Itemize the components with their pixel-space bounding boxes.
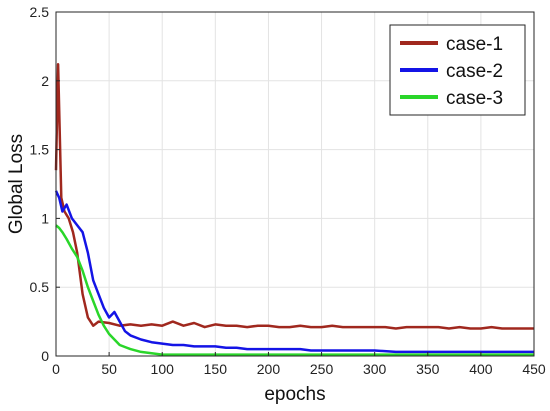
legend-label-case-1: case-1 xyxy=(446,34,503,55)
x-tick-label: 200 xyxy=(257,361,281,377)
x-tick-label: 100 xyxy=(151,361,175,377)
y-tick-label: 1 xyxy=(41,210,49,226)
y-tick-label: 0.5 xyxy=(30,279,50,295)
y-tick-label: 1.5 xyxy=(30,142,50,158)
y-axis-title: Global Loss xyxy=(6,134,27,234)
y-tick-label: 0 xyxy=(41,348,49,364)
legend-label-case-2: case-2 xyxy=(446,61,503,82)
legend-items: case-1 case-2 case-3 xyxy=(400,34,503,109)
plot-frame xyxy=(55,11,535,357)
series-line-case-2 xyxy=(54,190,534,354)
y-tick-label: 2 xyxy=(41,73,49,89)
legend: case-1 case-2 case-3 xyxy=(389,24,526,116)
x-tick-label: 400 xyxy=(469,361,493,377)
x-tick-label: 300 xyxy=(363,361,387,377)
x-tick-label: 150 xyxy=(204,361,228,377)
ticks: 0 50 100 150 200 250 300 350 400 450 0 0.5 1 1.5 2 2.5 xyxy=(30,4,546,377)
x-axis-title: epochs xyxy=(264,384,325,405)
series-line-case-3 xyxy=(55,224,534,356)
x-tick-label: 450 xyxy=(522,361,546,377)
x-tick-label: 50 xyxy=(101,361,117,377)
series-lines xyxy=(54,63,534,356)
x-tick-label: 250 xyxy=(310,361,334,377)
series-line-case-1 xyxy=(54,63,534,330)
legend-label-case-3: case-3 xyxy=(446,88,503,109)
x-tick-label: 0 xyxy=(52,361,60,377)
y-tick-label: 2.5 xyxy=(30,4,50,20)
x-tick-label: 350 xyxy=(416,361,440,377)
